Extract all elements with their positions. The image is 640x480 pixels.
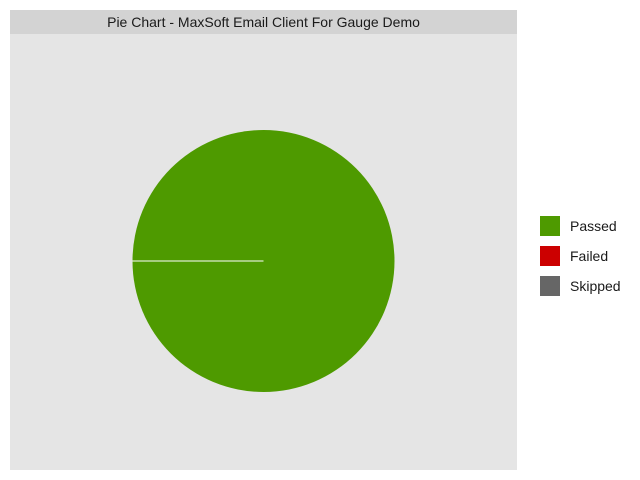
chart-title: Pie Chart - MaxSoft Email Client For Gau… bbox=[10, 10, 517, 34]
legend-item-skipped: Skipped bbox=[540, 271, 621, 301]
legend-label-failed: Failed bbox=[570, 248, 609, 264]
legend-key-failed bbox=[540, 246, 560, 266]
legend-key-skipped bbox=[540, 276, 560, 296]
legend-key-passed bbox=[540, 216, 560, 236]
legend-item-passed: Passed bbox=[540, 211, 621, 241]
legend: Passed Failed Skipped bbox=[540, 211, 621, 301]
pie-plot bbox=[132, 130, 395, 392]
legend-label-passed: Passed bbox=[570, 218, 617, 234]
legend-item-failed: Failed bbox=[540, 241, 621, 271]
legend-label-skipped: Skipped bbox=[570, 278, 621, 294]
chart-panel: Pie Chart - MaxSoft Email Client For Gau… bbox=[10, 10, 517, 470]
